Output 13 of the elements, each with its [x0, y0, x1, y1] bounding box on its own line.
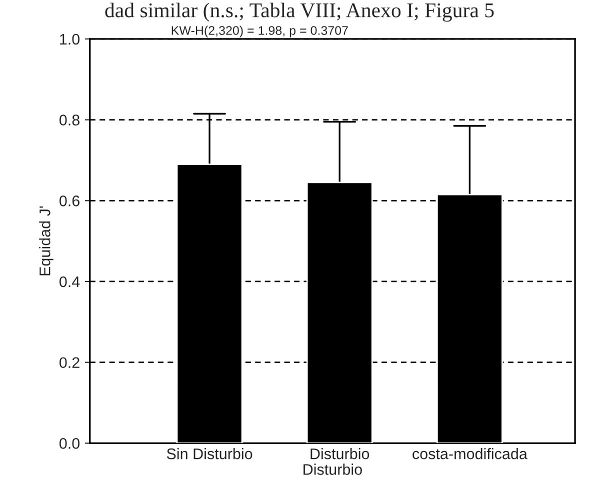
y-tick-label: 0.0 — [59, 438, 80, 449]
y-tick-label: 0.2 — [59, 357, 80, 368]
y-tick-label: 1.0 — [60, 34, 80, 45]
x-tick-label: Disturbio — [310, 448, 370, 460]
x-axis-title: Disturbio — [304, 464, 362, 475]
y-axis-title: Equidad J' — [39, 206, 54, 276]
chart-title: KW-H(2,320) = 1.98, p = 0.3707 — [172, 26, 348, 38]
x-tick-label: costa-modificada — [412, 448, 528, 460]
y-tick-label: 0.4 — [59, 276, 80, 288]
y-tick-label: 0.6 — [59, 196, 80, 206]
y-tick-label: 0.8 — [59, 114, 80, 126]
text: dad similar (n.s.; Tabla VIII; Anexo I; Figura 5 — [105, 2, 494, 22]
x-tick-label: Sin Disturbio — [166, 448, 252, 460]
